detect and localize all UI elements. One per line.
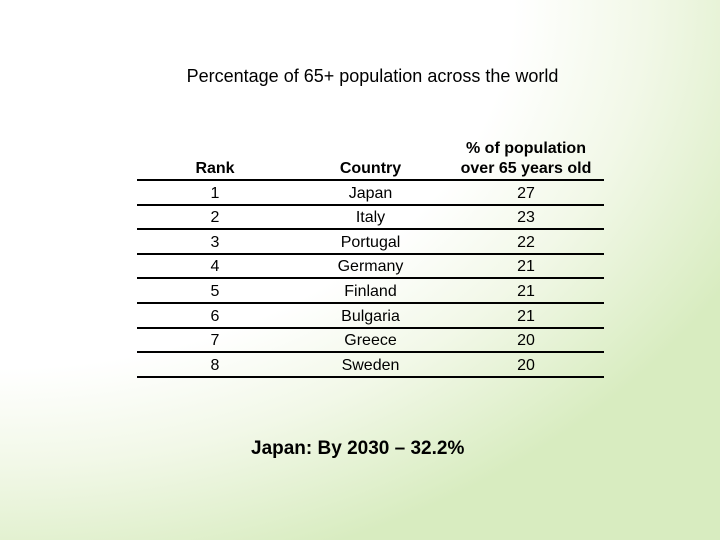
table-row: 8 Sweden 20: [137, 352, 604, 378]
country-cell: Sweden: [293, 352, 448, 378]
header-percentage: % of population over 65 years old: [448, 137, 604, 181]
table-row: 5 Finland 21: [137, 278, 604, 304]
country-cell: Bulgaria: [293, 302, 448, 329]
percentage-cell: 20: [448, 352, 604, 378]
percentage-cell: 27: [448, 180, 604, 206]
table-row: 2 Italy 23: [137, 204, 604, 231]
table-header-row: Rank Country % of population over 65 yea…: [137, 137, 604, 181]
country-cell: Italy: [293, 204, 448, 231]
country-cell: Germany: [293, 253, 448, 280]
percentage-cell: 21: [448, 278, 604, 304]
rank-cell: 7: [137, 327, 293, 354]
table-row: 3 Portugal 22: [137, 229, 604, 255]
header-rank: Rank: [137, 137, 293, 181]
table-row: 7 Greece 20: [137, 327, 604, 354]
rank-cell: 6: [137, 302, 293, 329]
japan-projection-note: Japan: By 2030 – 32.2%: [251, 438, 465, 459]
table-row: 6 Bulgaria 21: [137, 302, 604, 329]
table-row: 4 Germany 21: [137, 253, 604, 280]
percentage-cell: 20: [448, 327, 604, 354]
percentage-cell: 23: [448, 204, 604, 231]
rank-cell: 3: [137, 229, 293, 255]
rank-cell: 4: [137, 253, 293, 280]
country-cell: Finland: [293, 278, 448, 304]
slide-title: Percentage of 65+ population across the …: [186, 66, 559, 86]
country-cell: Greece: [293, 327, 448, 354]
country-cell: Japan: [293, 180, 448, 206]
table-row: 1 Japan 27: [137, 180, 604, 206]
header-country: Country: [293, 137, 448, 181]
rank-cell: 8: [137, 352, 293, 378]
rank-cell: 2: [137, 204, 293, 231]
percentage-cell: 22: [448, 229, 604, 255]
population-table: Rank Country % of population over 65 yea…: [137, 137, 604, 378]
percentage-cell: 21: [448, 253, 604, 280]
rank-cell: 1: [137, 180, 293, 206]
country-cell: Portugal: [293, 229, 448, 255]
percentage-cell: 21: [448, 302, 604, 329]
rank-cell: 5: [137, 278, 293, 304]
